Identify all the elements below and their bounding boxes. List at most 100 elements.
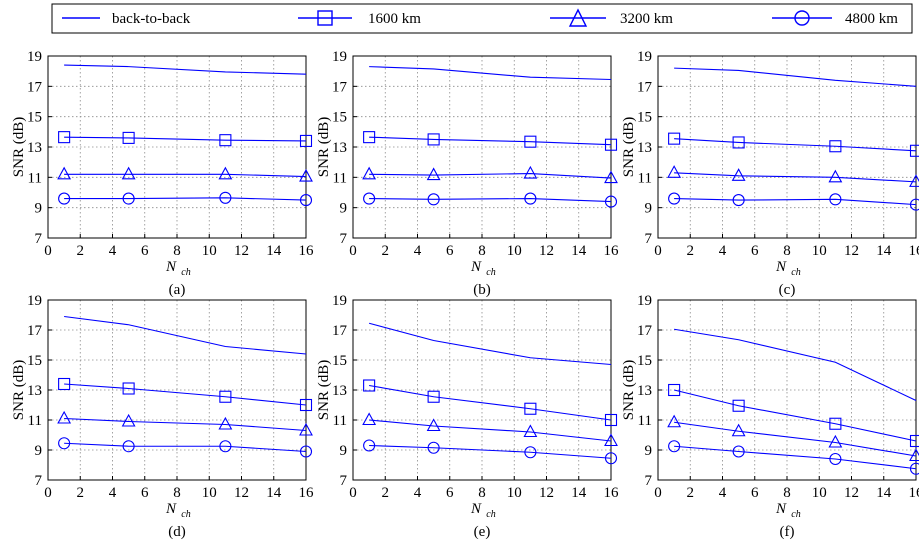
x-tick-label: 12: [539, 485, 554, 501]
series-3200-km: [57, 410, 313, 436]
x-tick-label: 6: [446, 243, 454, 259]
data-point-circle: [219, 440, 232, 453]
data-point-triangle: [299, 422, 313, 436]
chart-panel-f: 0 2 4 6 8 10 12 14 16 7 9 11 13 15 17 19 Nch SNR (dB) (f): [621, 293, 919, 540]
x-tick-label: 8: [783, 243, 791, 259]
x-tick-label: 6: [141, 485, 149, 501]
series-line: [64, 173, 307, 178]
series-line: [673, 389, 917, 442]
y-tick-label: 9: [645, 443, 653, 459]
data-point-triangle: [362, 412, 377, 426]
data-point-triangle: [218, 166, 233, 180]
series-line: [674, 198, 917, 206]
legend-item-1600-km: 1600 km: [298, 10, 421, 27]
x-tick-label: 12: [234, 485, 249, 501]
data-point-square: [363, 379, 376, 392]
y-tick-label: 17: [332, 323, 348, 339]
data-point-triangle: [218, 416, 233, 430]
chart-panel-a: 0 2 4 6 8 10 12 14 16 7 9 11 13 15 17 19 N ch SNR (dB) (a): [11, 49, 314, 298]
x-tick-label: 6: [751, 485, 759, 501]
y-tick-label: 7: [35, 473, 43, 489]
y-tick-label: 7: [340, 473, 348, 489]
y-tick-label: 15: [332, 353, 347, 369]
data-point-triangle: [121, 413, 136, 427]
y-tick-label: 13: [27, 383, 42, 399]
series-line: [64, 417, 307, 432]
series-4800-km: [668, 440, 919, 475]
x-tick-label: 8: [173, 243, 181, 259]
data-point-square: [668, 383, 681, 397]
data-point-square: [219, 390, 232, 403]
x-tick-label: 0: [44, 485, 52, 501]
data-point-circle: [122, 440, 135, 453]
data-point-square: [909, 144, 919, 157]
data-point-square: [58, 131, 71, 144]
x-tick-label: 16: [299, 485, 315, 501]
y-tick-label: 7: [340, 231, 348, 247]
y-tick-label: 19: [332, 49, 347, 65]
y-axis-label: SNR (dB): [11, 117, 27, 177]
series-back-to-back: [674, 328, 917, 401]
y-tick-label: 9: [340, 201, 348, 217]
y-tick-label: 15: [27, 110, 42, 126]
data-point-triangle: [828, 169, 843, 183]
data-point-square: [427, 390, 440, 403]
y-tick-label: 11: [28, 170, 42, 186]
x-tick-label: 2: [77, 485, 85, 501]
x-tick-label: 0: [349, 485, 357, 501]
y-tick-label: 19: [637, 49, 652, 65]
x-tick-label: 14: [571, 243, 587, 259]
data-point-square: [427, 133, 440, 146]
data-point-triangle: [604, 170, 618, 184]
x-tick-label: 16: [909, 243, 919, 259]
data-point-triangle: [426, 167, 441, 181]
y-axis-label: SNR (dB): [621, 117, 637, 177]
legend-item-3200-km: 3200 km: [550, 8, 673, 27]
data-point-triangle: [523, 424, 538, 438]
x-tick-label: 12: [844, 243, 859, 259]
x-tick-label: 2: [382, 485, 390, 501]
x-axis-label-subscript: ch: [181, 509, 190, 520]
x-tick-label: 0: [654, 485, 662, 501]
x-tick-label: 12: [539, 243, 554, 259]
y-tick-label: 11: [638, 413, 652, 429]
data-point-triangle: [828, 434, 843, 448]
series-line: [674, 138, 917, 152]
y-tick-label: 15: [332, 110, 347, 126]
data-point-square: [122, 131, 135, 144]
data-point-circle: [58, 437, 71, 450]
series-line: [369, 419, 612, 442]
x-tick-label: 10: [812, 485, 827, 501]
legend-label-3200-km: 3200 km: [620, 11, 673, 27]
x-tick-label: 4: [719, 243, 727, 259]
legend-label-4800-km: 4800 km: [845, 11, 898, 27]
x-tick-label: 6: [446, 485, 454, 501]
data-point-square: [604, 413, 618, 427]
data-point-square: [732, 136, 745, 149]
y-tick-label: 13: [637, 383, 652, 399]
x-axis-label-subscript: ch: [181, 267, 190, 278]
data-point-circle: [363, 192, 376, 205]
series-line: [368, 322, 612, 366]
data-point-circle: [604, 452, 618, 465]
panel-label: (c): [779, 282, 796, 298]
series-4800-km: [363, 192, 618, 208]
y-tick-label: 17: [27, 323, 43, 339]
data-point-square: [122, 382, 135, 395]
x-tick-label: 14: [876, 485, 892, 501]
panel-label: (b): [473, 282, 491, 298]
y-tick-label: 11: [638, 170, 652, 186]
data-point-circle: [604, 195, 618, 208]
panel-label: (a): [169, 282, 186, 298]
series-1600-km: [668, 383, 919, 448]
data-point-circle: [427, 441, 440, 454]
x-tick-label: 2: [382, 243, 390, 259]
legend-circle-marker-icon: [794, 10, 810, 26]
series-line: [674, 445, 917, 470]
y-tick-label: 7: [645, 473, 653, 489]
legend-item-4800-km: 4800 km: [772, 10, 898, 27]
x-tick-label: 12: [234, 243, 249, 259]
series-1600-km: [668, 132, 919, 157]
x-tick-label: 16: [604, 243, 620, 259]
series-1600-km: [363, 131, 618, 151]
